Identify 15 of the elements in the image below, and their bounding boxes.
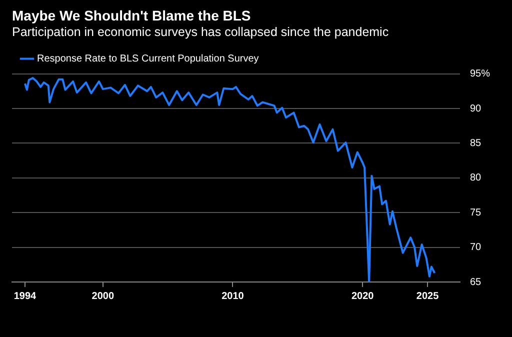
legend-label: Response Rate to BLS Current Population Survey [37, 54, 259, 65]
y-tick-label: 95% [470, 68, 490, 80]
chart-subtitle: Participation in economic surveys has collapsed since the pandemic [12, 24, 389, 39]
y-tick-label: 65 [470, 276, 482, 288]
y-tick-label: 70 [470, 242, 482, 254]
x-tick-label: 2025 [416, 290, 440, 302]
y-tick-label: 75 [470, 207, 482, 218]
y-tick-label: 80 [470, 172, 482, 184]
chart-title: Maybe We Shouldn't Blame the BLS [12, 7, 251, 24]
y-tick-label: 90 [470, 103, 482, 114]
x-tick-label: 2020 [351, 290, 374, 302]
x-tick-label: 2010 [222, 290, 244, 302]
y-tick-label: 85 [470, 138, 482, 149]
x-tick-label: 2000 [92, 290, 114, 302]
x-tick-label: 1994 [14, 290, 37, 302]
